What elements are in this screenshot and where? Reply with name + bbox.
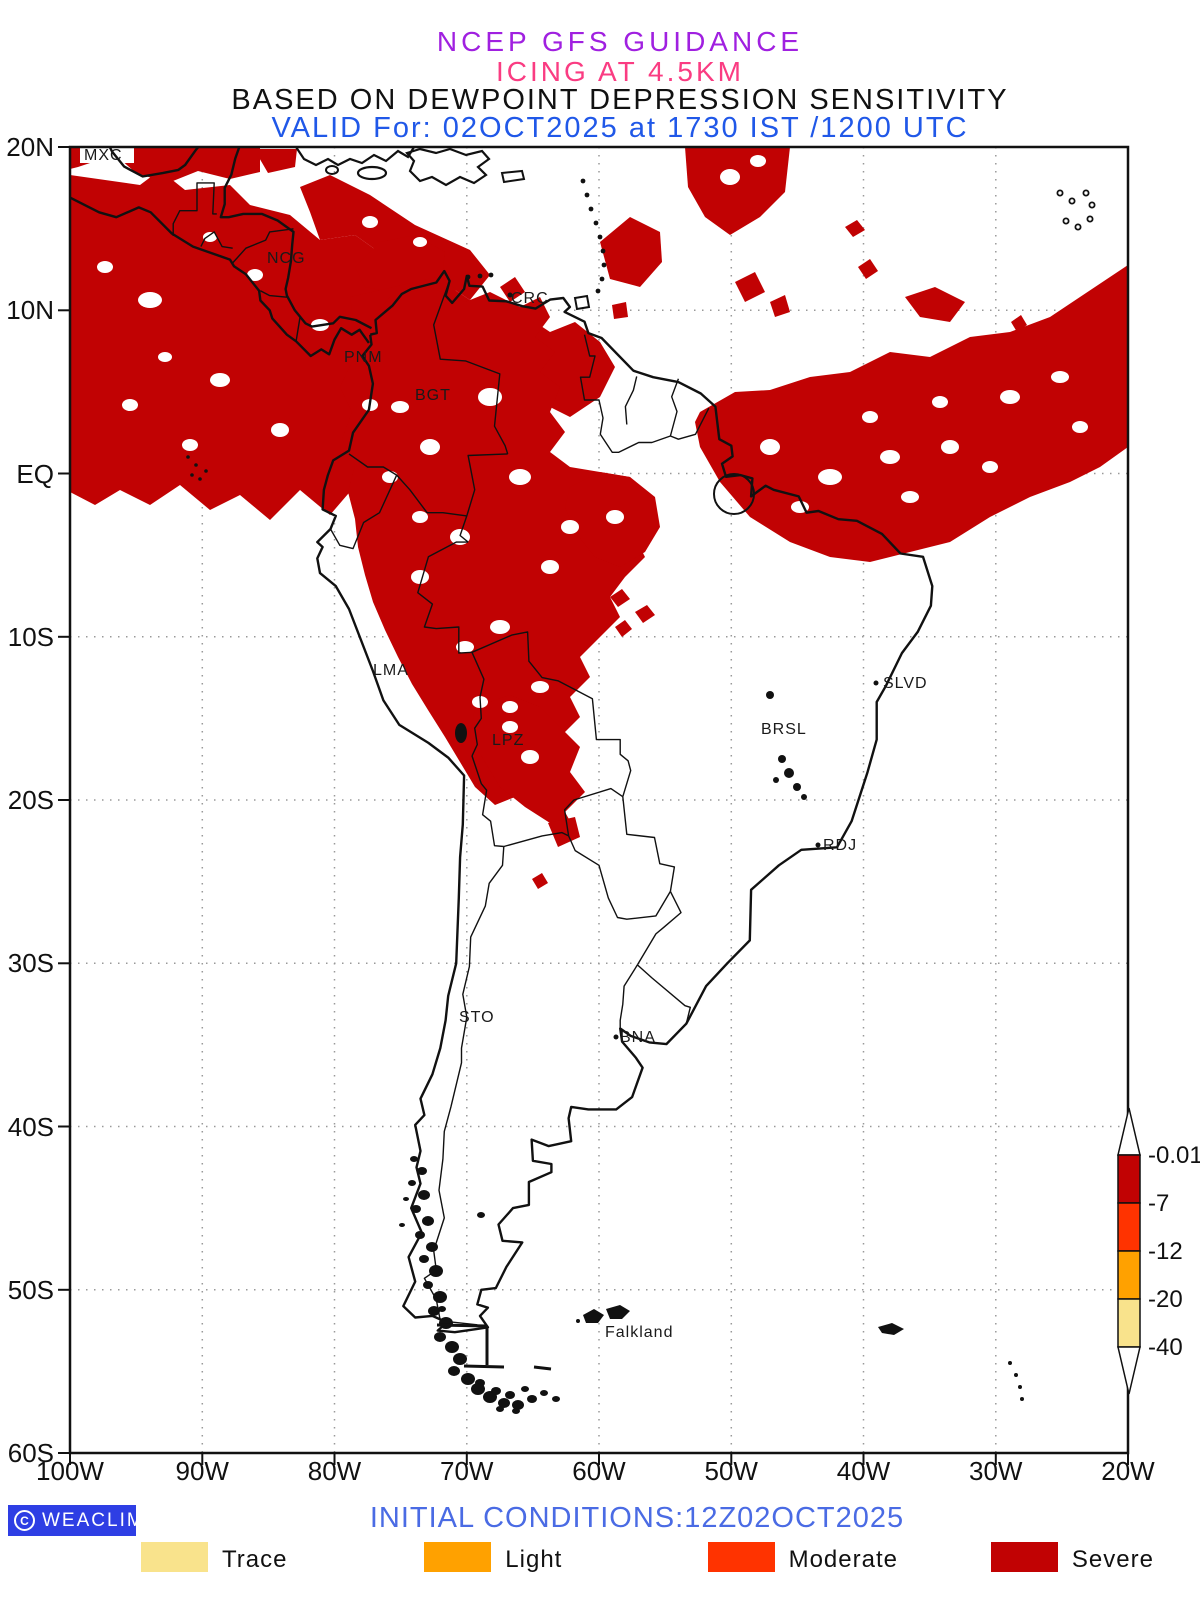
lat-tick-label: EQ [16,458,54,489]
svg-text:-12: -12 [1148,1238,1183,1265]
city-label-crc: CRC [511,290,549,307]
legend-swatch-severe [990,1542,1058,1572]
legend-swatch-moderate [707,1542,775,1572]
lat-tick-label: 20S [7,785,54,815]
svg-text:-0.01: -0.01 [1148,1142,1200,1169]
legend-swatch-trace [141,1542,208,1572]
title-model: NCEP GFS GUIDANCE [436,26,804,57]
title-method: BASED ON DEWPOINT DEPRESSION SENSITIVITY [231,84,1009,116]
weaclim-logo: C WEACLIM [8,1505,143,1536]
city-label-sto: STO [459,1009,495,1026]
logo-text: WEACLIM [42,1509,145,1531]
lat-tick-label: 10S [7,621,54,652]
lat-tick-label: 50S [7,1274,54,1305]
lat-tick-label: 10N [6,295,54,326]
svg-text:-40: -40 [1148,1334,1183,1361]
map-canvas: MXC NCG CRC PNM BGT LMA LPZ SLVD BRSL RDJ STO BNA Fa… [58,145,1130,1465]
legend-label-moderate: Moderate [788,1546,898,1573]
longitude-axis: 100W 90W 80W 70W 60W 50W 40W 30W 20W [0,1458,1200,1488]
city-label-lpz: LPZ [492,732,525,749]
city-label-falkland: Falkland [605,1324,674,1341]
title-parameter: ICING AT 4.5KM [496,56,744,87]
lat-tick-label: 20N [6,132,54,162]
colorbar: -0.01 -7 -12 -20 -40 [1106,1100,1200,1400]
svg-text:-7: -7 [1148,1190,1169,1217]
lat-tick-label: 40S [7,1111,54,1142]
city-label-rdj: RDJ [823,837,858,854]
city-label-bna: BNA [620,1029,656,1046]
city-label-slvd: SLVD [883,675,928,692]
south-america-icing-map [58,145,1130,1465]
city-label-lma: LMA [373,662,409,679]
lat-tick-label: 60S [7,1438,54,1468]
svg-text:-20: -20 [1148,1286,1183,1313]
title-valid-time: VALID For: 02OCT2025 at 1730 IST /1200 U… [271,112,969,144]
lat-tick-label: 30S [7,948,54,979]
city-label-mxc: MXC [84,147,123,164]
city-label-ncg: NCG [267,250,306,267]
legend-label-light: Light [505,1546,563,1573]
legend-swatch-light [424,1542,492,1572]
copyright-icon: C [14,1510,35,1531]
city-label-brsl: BRSL [761,721,807,738]
initial-conditions-text: INITIAL CONDITIONS:12Z02OCT2025 [369,1502,905,1534]
legend-label-trace: Trace [222,1546,288,1573]
city-label-bgt: BGT [415,387,451,404]
legend-label-severe: Severe [1071,1546,1154,1573]
latitude-axis: 20N 10N EQ 10S 20S 30S 40S 50S 60S [0,134,62,1466]
city-label-pnm: PNM [344,349,383,366]
